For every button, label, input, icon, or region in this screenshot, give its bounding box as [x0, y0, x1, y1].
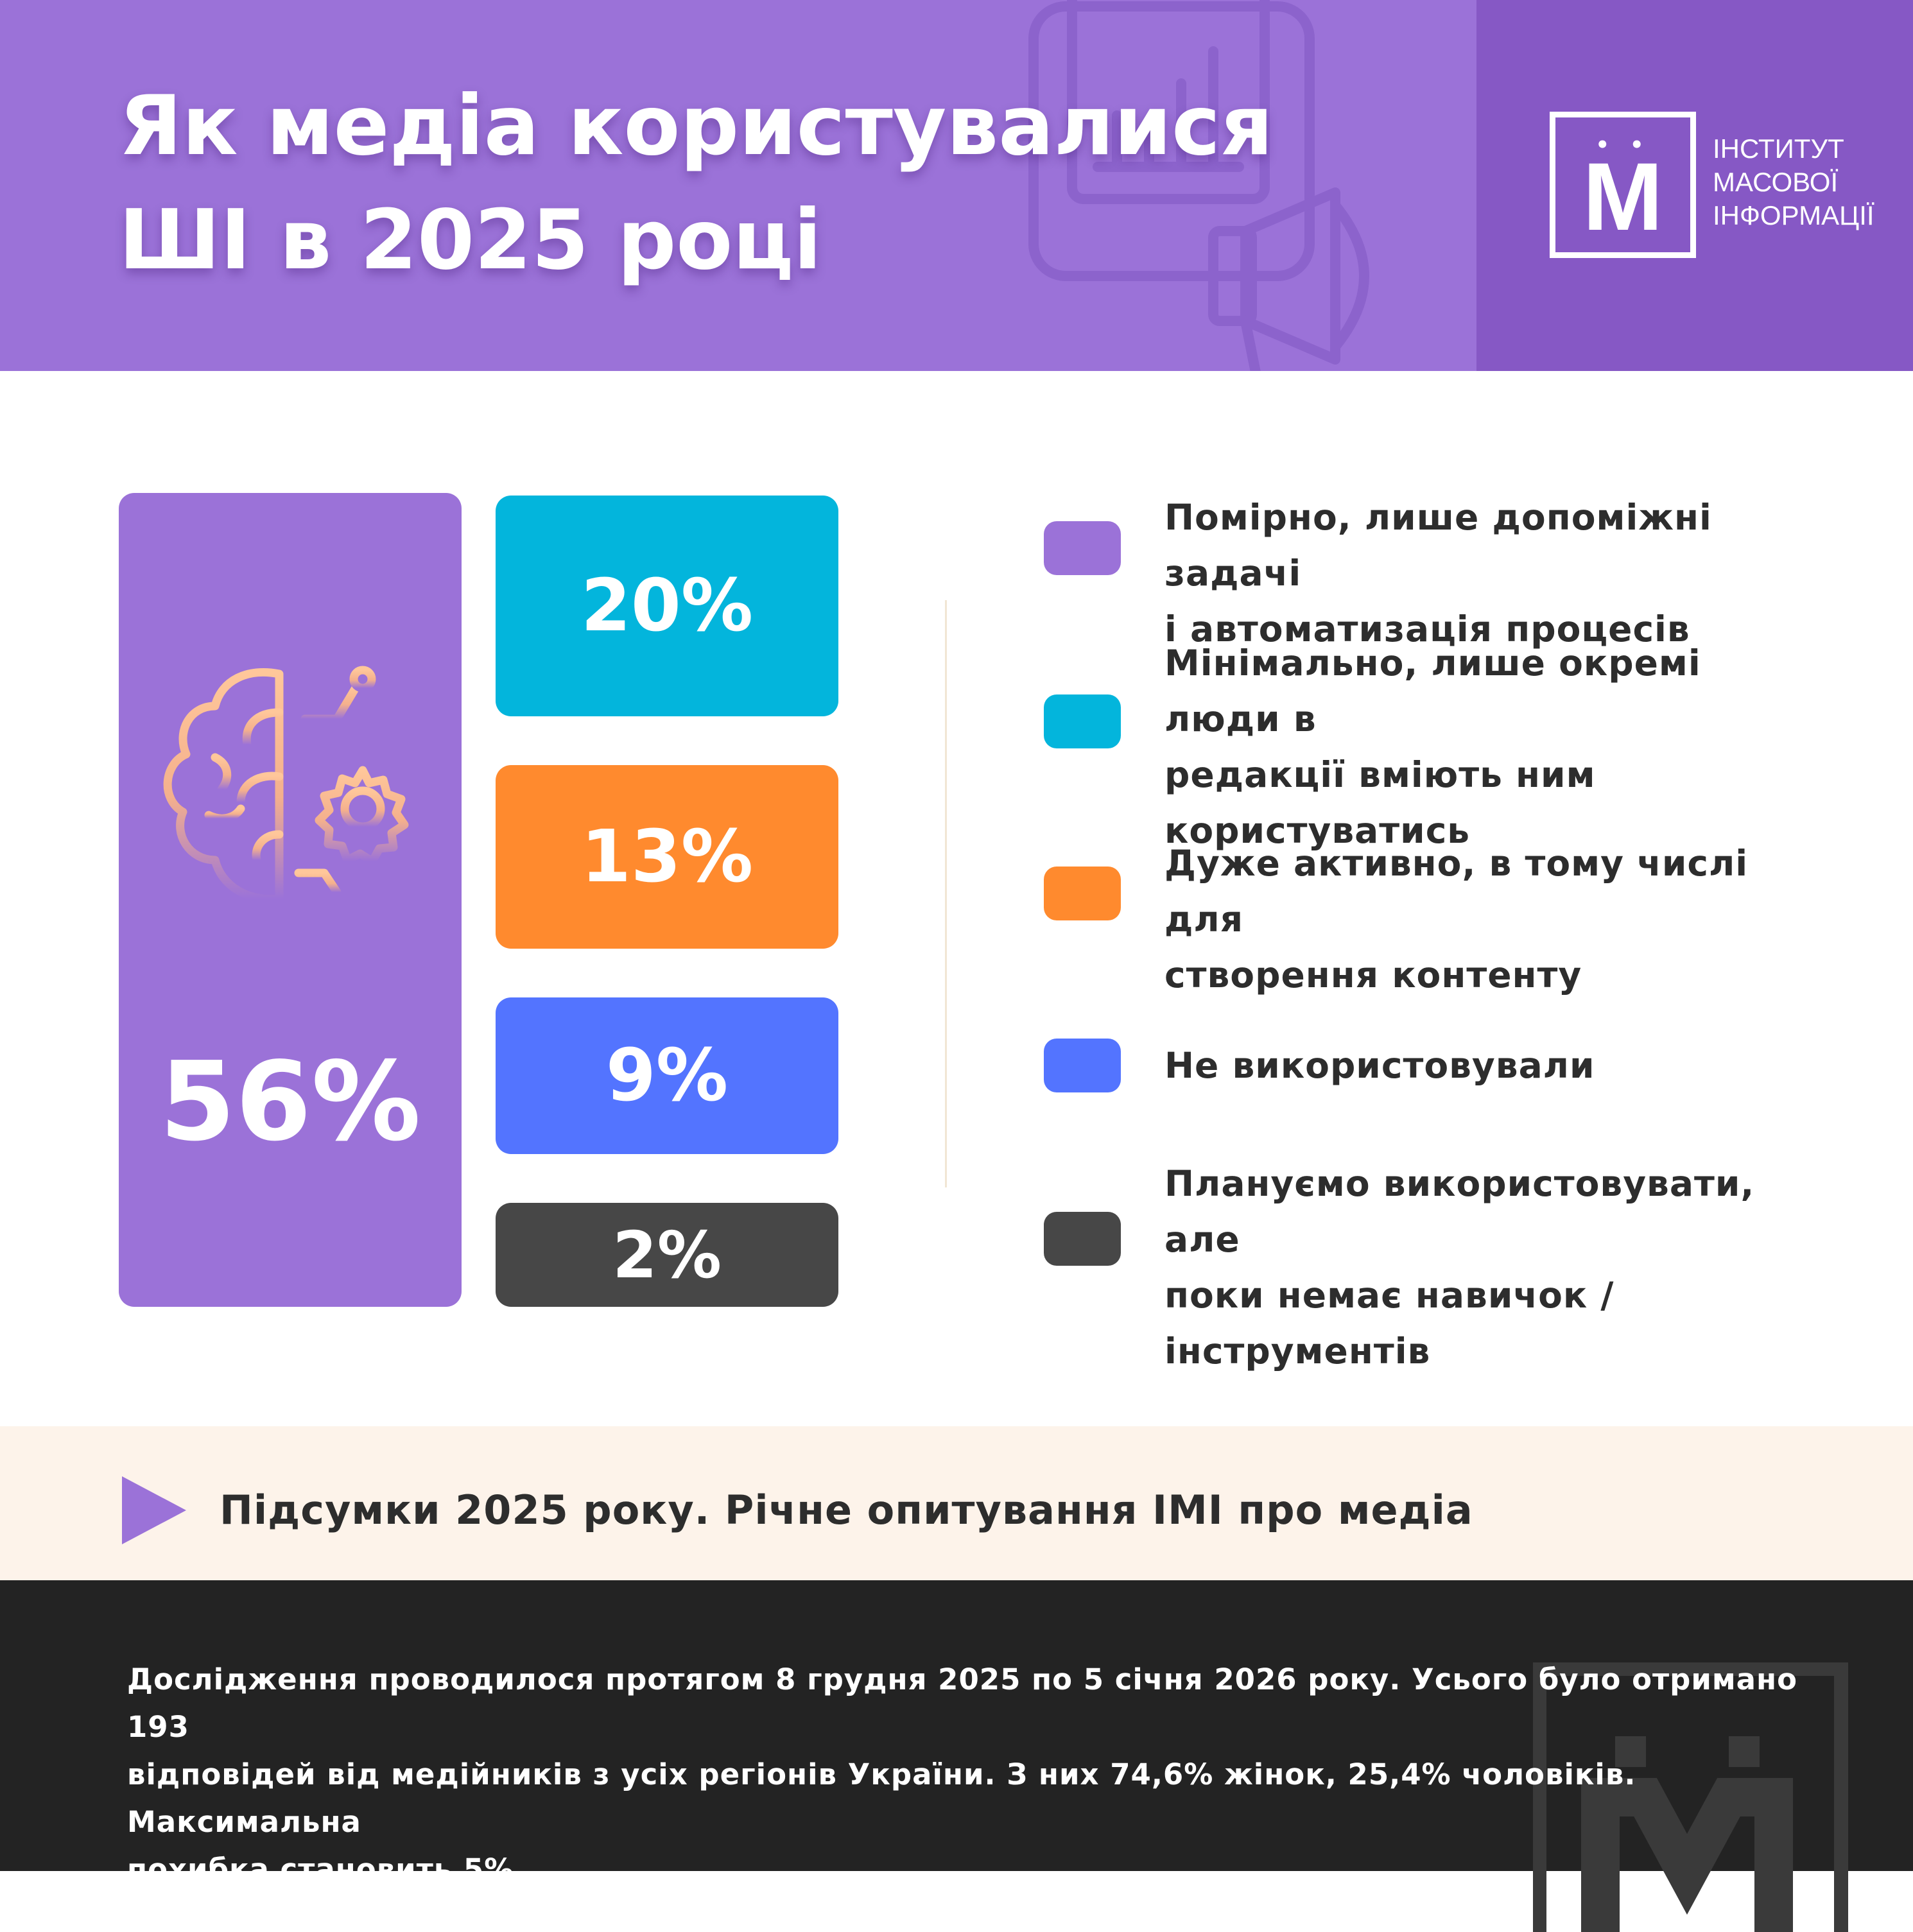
legend-label-moderate: Помірно, лише допоміжні задачі і автомат…: [1164, 490, 1806, 657]
footer-note-line: відповідей від медійників з усіх регіоні…: [127, 1757, 1636, 1839]
legend-label-minimal: Мінімально, лише окремі люди в редакції …: [1164, 635, 1806, 859]
bar-very-active: 13%: [496, 765, 838, 949]
megaphone-chart-icon: [1028, 0, 1369, 371]
bar-label-moderate: 56%: [159, 1039, 421, 1166]
logo-dots: • •: [1595, 132, 1650, 158]
bar-label-planning: 2%: [612, 1217, 722, 1293]
legend-line: поки немає навичок /: [1164, 1275, 1614, 1316]
legend-label-very-active: Дуже активно, в тому числі для створення…: [1164, 836, 1806, 1003]
page-title: Як медіа користувалися ШІ в 2025 році: [119, 69, 1403, 298]
legend-line: Не використовували: [1164, 1045, 1595, 1086]
subtitle: Підсумки 2025 року. Річне опитування ІМІ…: [220, 1487, 1473, 1533]
bar-label-minimal: 20%: [580, 564, 754, 648]
legend-line: користуватись: [1164, 810, 1471, 851]
logo-letter: М: [1582, 142, 1663, 250]
legend-line: Плануємо використовувати, але: [1164, 1163, 1755, 1260]
title-line-2: ШІ в 2025 році: [119, 193, 822, 288]
play-triangle-icon: [122, 1476, 186, 1544]
legend-line: Помірно, лише допоміжні задачі: [1164, 497, 1712, 594]
logo-text: ІНСТИТУТ МАСОВОЇ ІНФОРМАЦІЇ: [1713, 132, 1874, 232]
footer-note-line: Дослідження проводилося протягом 8 грудн…: [127, 1662, 1798, 1744]
legend-swatch-not-used: [1044, 1039, 1121, 1092]
header-banner: Як медіа користувалися ШІ в 2025 році: [0, 0, 1476, 371]
logo-text-line: ІНСТИТУТ: [1713, 134, 1844, 164]
footer-note-line: похибка становить 5%: [127, 1852, 514, 1886]
title-line-1: Як медіа користувалися: [119, 78, 1274, 174]
logo-text-line: ІНФОРМАЦІЇ: [1713, 200, 1874, 230]
legend-line: створення контенту: [1164, 954, 1582, 996]
bar-moderate: 56%: [119, 493, 462, 1307]
imi-logo-mark: • • М: [1550, 112, 1696, 258]
legend-swatch-minimal: [1044, 694, 1121, 748]
legend-label-planning: Плануємо використовувати, але поки немає…: [1164, 1156, 1806, 1379]
legend-line: Дуже активно, в тому числі для: [1164, 843, 1749, 940]
legend-line: інструментів: [1164, 1331, 1431, 1372]
legend-swatch-planning: [1044, 1212, 1121, 1266]
bar-not-used: 9%: [496, 997, 838, 1154]
bar-minimal: 20%: [496, 496, 838, 716]
bar-planning: 2%: [496, 1203, 838, 1307]
brain-gear-icon: [163, 666, 409, 904]
legend-swatch-very-active: [1044, 867, 1121, 920]
bar-label-very-active: 13%: [580, 815, 754, 899]
legend-line: редакції вміють ним: [1164, 754, 1596, 795]
legend-swatch-moderate: [1044, 521, 1121, 575]
legend-label-not-used: Не використовували: [1164, 1038, 1806, 1094]
divider: [945, 600, 947, 1187]
legend-line: Мінімально, лише окремі люди в: [1164, 643, 1701, 739]
bar-label-not-used: 9%: [605, 1034, 729, 1117]
subtitle-bar: [0, 1426, 1913, 1580]
logo-text-line: МАСОВОЇ: [1713, 167, 1839, 197]
legend-line: і автоматизація процесів: [1164, 608, 1690, 650]
footer-note: Дослідження проводилося протягом 8 грудн…: [127, 1656, 1848, 1893]
